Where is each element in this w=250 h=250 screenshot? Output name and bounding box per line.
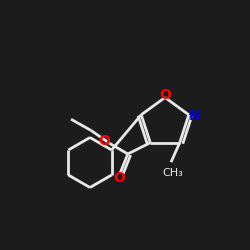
Text: CH₃: CH₃: [162, 168, 183, 178]
Text: O: O: [98, 134, 110, 148]
Text: O: O: [159, 88, 171, 102]
Text: O: O: [113, 171, 125, 185]
Text: N: N: [188, 109, 200, 123]
